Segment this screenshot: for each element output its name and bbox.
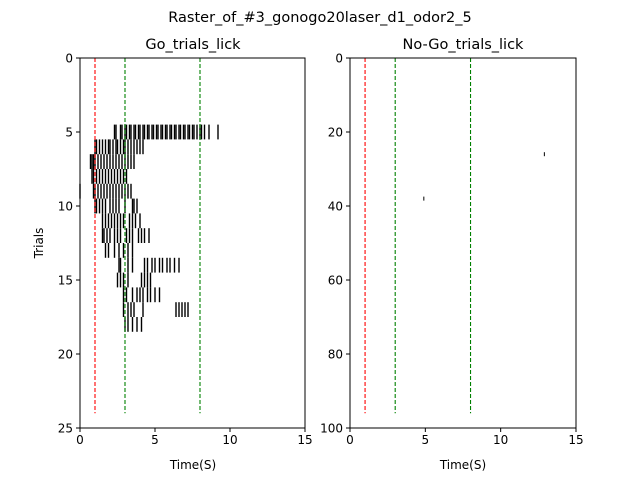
nogo-chart-title: No-Go_trials_lick [403, 37, 525, 53]
nogo-x-tick-label-0: 0 [346, 433, 354, 447]
nogo-x-tick-label-5: 5 [422, 433, 430, 447]
nogo-y-tick-label-80: 80 [328, 348, 343, 362]
go-y-tick-label-5: 5 [65, 126, 73, 140]
nogo-y-tick-label-0: 0 [335, 52, 343, 66]
nogo-plot-area: 0 5 10 15 0 20 40 60 80 100 [320, 52, 584, 448]
go-y-tick-label-10: 10 [58, 200, 73, 214]
go-y-tick-label-15: 15 [58, 274, 73, 288]
go-x-tick-label-5: 5 [151, 433, 159, 447]
go-x-tick-label-15: 15 [297, 433, 312, 447]
go-y-axis-label: Trials [32, 228, 46, 260]
go-trials-raster-chart: Go_trials_lick Time(S) Trials 0 5 10 15 0 5 10… [32, 37, 313, 472]
nogo-y-tick-label-20: 20 [328, 126, 343, 140]
go-x-tick-label-0: 0 [76, 433, 84, 447]
go-y-tick-label-0: 0 [65, 52, 73, 66]
nogo-x-axis-label: Time(S) [439, 458, 486, 472]
go-axes-frame [79, 57, 306, 429]
go-chart-title: Go_trials_lick [145, 37, 241, 53]
go-y-tick-label-25: 25 [58, 422, 73, 436]
nogo-y-tick-label-60: 60 [328, 274, 343, 288]
go-x-axis-label: Time(S) [169, 458, 216, 472]
figure-suptitle: Raster_of_#3_gonogo20laser_d1_odor2_5 [168, 10, 471, 26]
nogo-axes-frame [349, 57, 577, 429]
nogo-y-tick-label-100: 100 [320, 422, 343, 436]
nogo-trials-raster-chart: No-Go_trials_lick Time(S) 0 5 10 15 0 20 40 60 8… [320, 37, 584, 472]
go-x-tick-label-10: 10 [222, 433, 237, 447]
nogo-x-tick-label-15: 15 [568, 433, 583, 447]
nogo-y-tick-label-40: 40 [328, 200, 343, 214]
go-plot-area: 0 5 10 15 0 5 10 15 20 25 [58, 52, 313, 448]
nogo-x-tick-label-10: 10 [493, 433, 508, 447]
go-y-tick-label-20: 20 [58, 348, 73, 362]
